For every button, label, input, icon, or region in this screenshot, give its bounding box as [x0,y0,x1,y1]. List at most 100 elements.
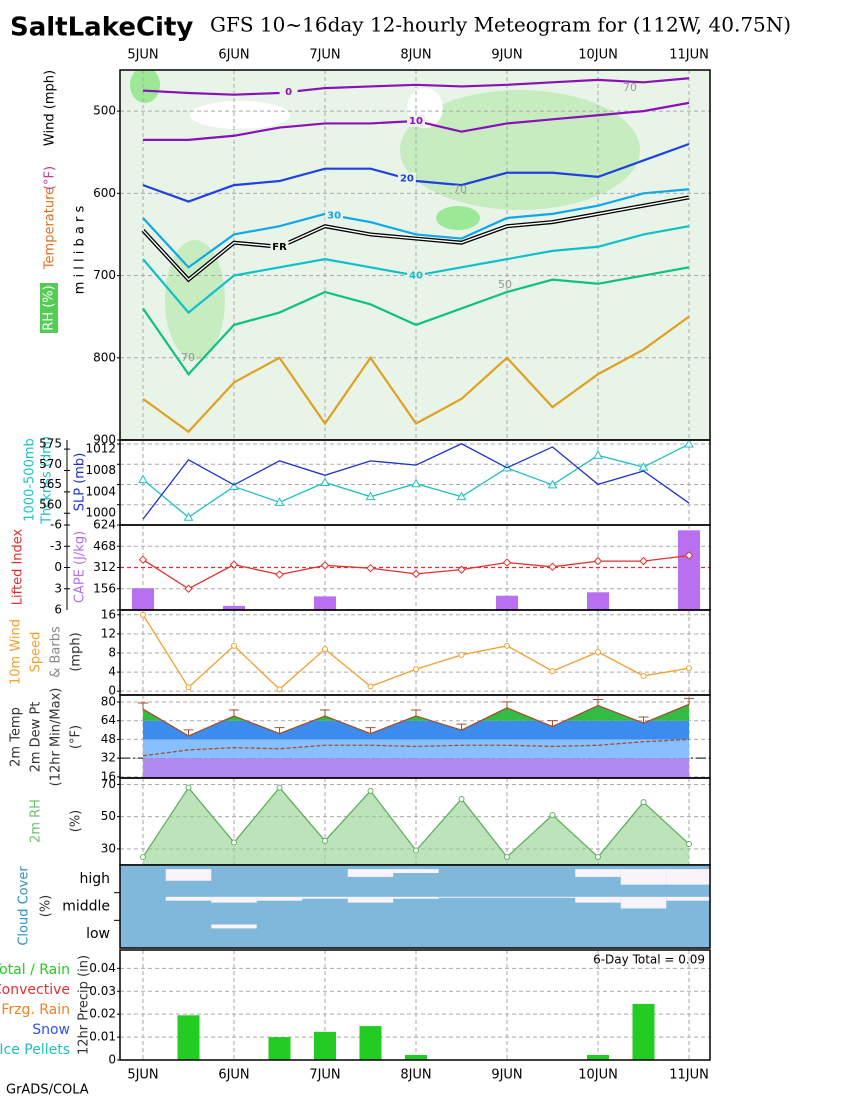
isotherm-label: 0 [285,87,292,98]
temp-band [143,739,689,759]
y-axis-label: RH (%) [42,285,57,330]
cloud-clear [620,896,667,909]
marker [320,477,330,486]
cloud-clear [211,896,257,903]
marker [595,649,601,656]
marker [229,481,239,491]
marker [140,611,146,618]
marker [274,497,285,506]
date-label-bottom: 7JUN [309,1068,340,1083]
marker [457,565,466,574]
date-label-bottom: 10JUN [578,1068,618,1083]
rh-label: 70 [453,183,467,196]
marker [138,474,148,484]
cloud-clear [393,869,439,874]
y2-tick-label: 312 [93,560,116,574]
marker [275,570,284,579]
panel-frame [119,864,711,949]
panel-frame [119,949,711,1061]
marker [411,569,421,579]
cloud-clear [347,869,394,877]
isotherm-label: 20 [400,174,414,185]
y2-tick-label: 1004 [85,484,116,498]
marker [458,651,465,658]
y-tick-label: 0 [54,560,62,574]
cloud-clear [347,896,394,903]
cloud-clear [575,896,621,903]
marker [502,558,512,567]
marker [322,646,328,653]
marker [502,701,512,708]
panel: Cloud Cover (%) high middle low [17,864,712,949]
rh-label: 70 [181,351,195,364]
marker [640,799,647,806]
y-tick-label: 500 [93,104,116,118]
marker [229,709,239,717]
bar [405,1054,427,1060]
marker [320,709,330,717]
marker [686,841,692,848]
marker [411,709,421,717]
y-tick-label: 16 [101,769,116,783]
cloud-clear [575,869,621,877]
marker [638,462,649,471]
y-tick-label: 32 [101,751,116,765]
y2-tick-label: 624 [93,518,116,532]
temp-band [143,758,689,778]
y2-tick-label: 156 [93,581,116,595]
y-tick-label: 64 [101,713,116,727]
y-axis-label: 2m Temp [9,707,24,767]
bar [268,1037,291,1060]
cloud-clear [165,896,212,901]
bar [223,605,245,610]
panel: 1000-500mb Thcknss (dm) SLP (mb) 560 565 570 5… [23,436,711,526]
bar [587,1054,609,1060]
date-label-bottom: 6JUN [218,1068,249,1083]
marker [411,478,421,488]
cloud-clear [438,896,485,898]
y-tick-label: 560 [39,497,62,511]
footer: GrADS/COLA [6,1083,89,1098]
marker [549,812,556,819]
y-axis-label: Wind (mph) [43,70,58,146]
date-label-top: 8JUN [400,48,431,63]
isotherm [142,142,690,203]
marker [413,847,419,854]
marker [138,702,148,710]
bar [632,1003,655,1060]
bar [496,595,518,610]
marker [140,853,146,860]
marker [686,665,692,672]
cloud-background [120,865,710,948]
isotherm-label: FR [272,242,287,253]
marker [183,729,194,736]
panel: 10m Wind Speed & Barbs (mph) 0 4 8 12 16 [9,607,711,698]
y-axis-label: 2m RH [29,799,44,843]
temp-bands [143,704,689,778]
marker [504,853,510,860]
y-axis-label: (12hr Min/Max) [49,688,64,787]
y-tick-label: 30 [101,841,116,855]
cloud-clear [484,896,530,898]
legend-entry: Convective [0,982,70,998]
bar [314,1031,336,1060]
title: GFS 10~16day 12-hourly Meteogram for (11… [210,13,791,37]
y-tick-label: 16 [101,607,116,621]
marker [549,668,556,675]
marker [274,727,285,734]
y-axis-label: (°F) [43,166,58,190]
y-axis-label: (%) [39,895,54,918]
marker [548,562,557,571]
y-axis-label: m i l l i b a r s [73,206,88,295]
y-tick-label: 0.04 [89,961,116,975]
legend-entry: Frzg. Rain [1,1002,70,1018]
panel: 12hr Precip (in) 0 0.01 0.02 0.03 0.04 6-Day T… [0,949,711,1067]
temp-band [143,704,689,721]
temp-band [143,720,689,740]
y-tick-label: 575 [39,437,62,451]
date-label-bottom: 11JUN [669,1068,709,1083]
marker [684,697,694,705]
rh-label: 50 [498,278,512,291]
date-label-top: 11JUN [669,48,709,63]
